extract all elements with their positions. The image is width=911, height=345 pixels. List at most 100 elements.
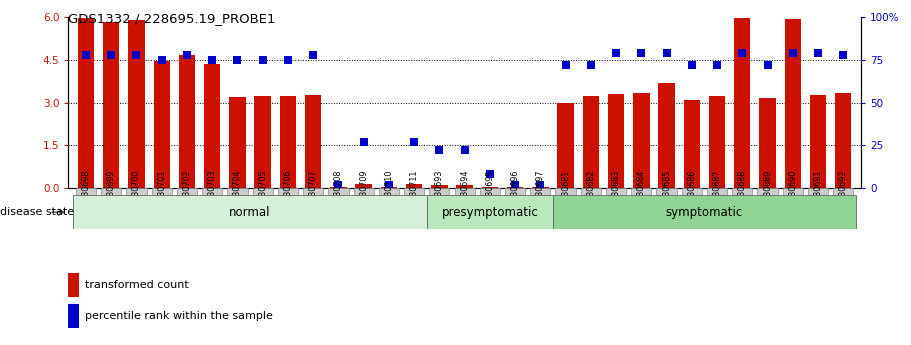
Point	[382, 182, 396, 187]
Point	[155, 57, 169, 63]
Text: GDS1332 / 228695.19_PROBE1: GDS1332 / 228695.19_PROBE1	[68, 12, 276, 25]
Bar	[381, 187, 397, 188]
Text: disease state: disease state	[0, 207, 74, 217]
Text: GSM30703: GSM30703	[208, 170, 217, 213]
Point	[710, 62, 724, 68]
Text: GSM30693: GSM30693	[435, 170, 444, 213]
Text: normal: normal	[230, 206, 271, 219]
Point	[507, 182, 522, 187]
Text: symptomatic: symptomatic	[666, 206, 743, 219]
Point	[78, 52, 93, 58]
Bar	[482, 187, 498, 188]
Text: GSM30691: GSM30691	[814, 170, 823, 213]
Point	[609, 50, 623, 56]
FancyBboxPatch shape	[278, 188, 298, 195]
Text: GSM30701: GSM30701	[158, 170, 166, 213]
Point	[306, 52, 321, 58]
Bar	[330, 187, 346, 188]
Text: percentile rank within the sample: percentile rank within the sample	[85, 311, 272, 321]
Text: GSM30695: GSM30695	[486, 170, 495, 213]
FancyBboxPatch shape	[379, 188, 399, 195]
Text: GSM30690: GSM30690	[788, 170, 797, 213]
Text: GSM30681: GSM30681	[561, 170, 570, 213]
FancyBboxPatch shape	[505, 188, 525, 195]
FancyBboxPatch shape	[177, 188, 197, 195]
Bar	[128, 20, 145, 188]
FancyBboxPatch shape	[834, 188, 854, 195]
FancyBboxPatch shape	[553, 195, 855, 229]
Point	[785, 50, 800, 56]
FancyBboxPatch shape	[783, 188, 803, 195]
FancyBboxPatch shape	[353, 188, 374, 195]
FancyBboxPatch shape	[101, 188, 121, 195]
Bar	[230, 97, 246, 188]
FancyBboxPatch shape	[202, 188, 222, 195]
Point	[634, 50, 649, 56]
FancyBboxPatch shape	[732, 188, 752, 195]
FancyBboxPatch shape	[74, 195, 426, 229]
Point	[760, 62, 774, 68]
FancyBboxPatch shape	[681, 188, 701, 195]
Bar	[558, 103, 574, 188]
Text: presymptomatic: presymptomatic	[442, 206, 538, 219]
Text: GSM30702: GSM30702	[182, 170, 191, 213]
FancyBboxPatch shape	[556, 188, 576, 195]
Point	[457, 148, 472, 153]
Text: GSM30697: GSM30697	[536, 170, 545, 213]
Text: GSM30685: GSM30685	[662, 170, 671, 213]
Text: GSM30699: GSM30699	[107, 170, 116, 213]
Text: GSM30692: GSM30692	[839, 170, 848, 213]
Bar	[103, 22, 119, 188]
Text: GSM30709: GSM30709	[359, 170, 368, 213]
FancyBboxPatch shape	[228, 188, 248, 195]
Bar	[406, 184, 423, 188]
FancyBboxPatch shape	[404, 188, 425, 195]
FancyBboxPatch shape	[757, 188, 778, 195]
Text: GSM30698: GSM30698	[81, 170, 90, 213]
FancyBboxPatch shape	[127, 188, 147, 195]
Bar	[355, 184, 372, 188]
Text: GSM30706: GSM30706	[283, 170, 292, 213]
Text: GSM30705: GSM30705	[258, 170, 267, 213]
Text: GSM30694: GSM30694	[460, 170, 469, 213]
Point	[533, 182, 548, 187]
Text: GSM30696: GSM30696	[510, 170, 519, 213]
Point	[432, 148, 446, 153]
Text: GSM30708: GSM30708	[334, 170, 343, 213]
FancyBboxPatch shape	[606, 188, 626, 195]
FancyBboxPatch shape	[76, 188, 96, 195]
Point	[836, 52, 851, 58]
Bar	[507, 187, 523, 188]
FancyBboxPatch shape	[303, 188, 323, 195]
FancyBboxPatch shape	[426, 195, 553, 229]
Text: GSM30684: GSM30684	[637, 170, 646, 213]
Point	[660, 50, 674, 56]
Bar	[784, 19, 801, 188]
FancyBboxPatch shape	[707, 188, 727, 195]
Text: GSM30689: GSM30689	[763, 170, 772, 213]
Bar	[759, 98, 775, 188]
Text: GSM30688: GSM30688	[738, 170, 747, 213]
Bar	[280, 96, 296, 188]
Point	[230, 57, 245, 63]
FancyBboxPatch shape	[429, 188, 449, 195]
Text: GSM30683: GSM30683	[611, 170, 620, 213]
Point	[255, 57, 270, 63]
Bar	[659, 83, 675, 188]
FancyBboxPatch shape	[530, 188, 550, 195]
FancyBboxPatch shape	[455, 188, 475, 195]
Bar	[204, 64, 220, 188]
Bar	[431, 186, 447, 188]
Point	[331, 182, 345, 187]
Point	[179, 52, 194, 58]
Text: transformed count: transformed count	[85, 280, 189, 289]
Bar	[305, 95, 322, 188]
Point	[483, 171, 497, 177]
FancyBboxPatch shape	[252, 188, 272, 195]
Point	[584, 62, 599, 68]
Point	[684, 62, 699, 68]
Bar	[683, 100, 700, 188]
Bar	[810, 95, 826, 188]
Bar	[734, 18, 751, 188]
Text: GSM30686: GSM30686	[687, 170, 696, 213]
